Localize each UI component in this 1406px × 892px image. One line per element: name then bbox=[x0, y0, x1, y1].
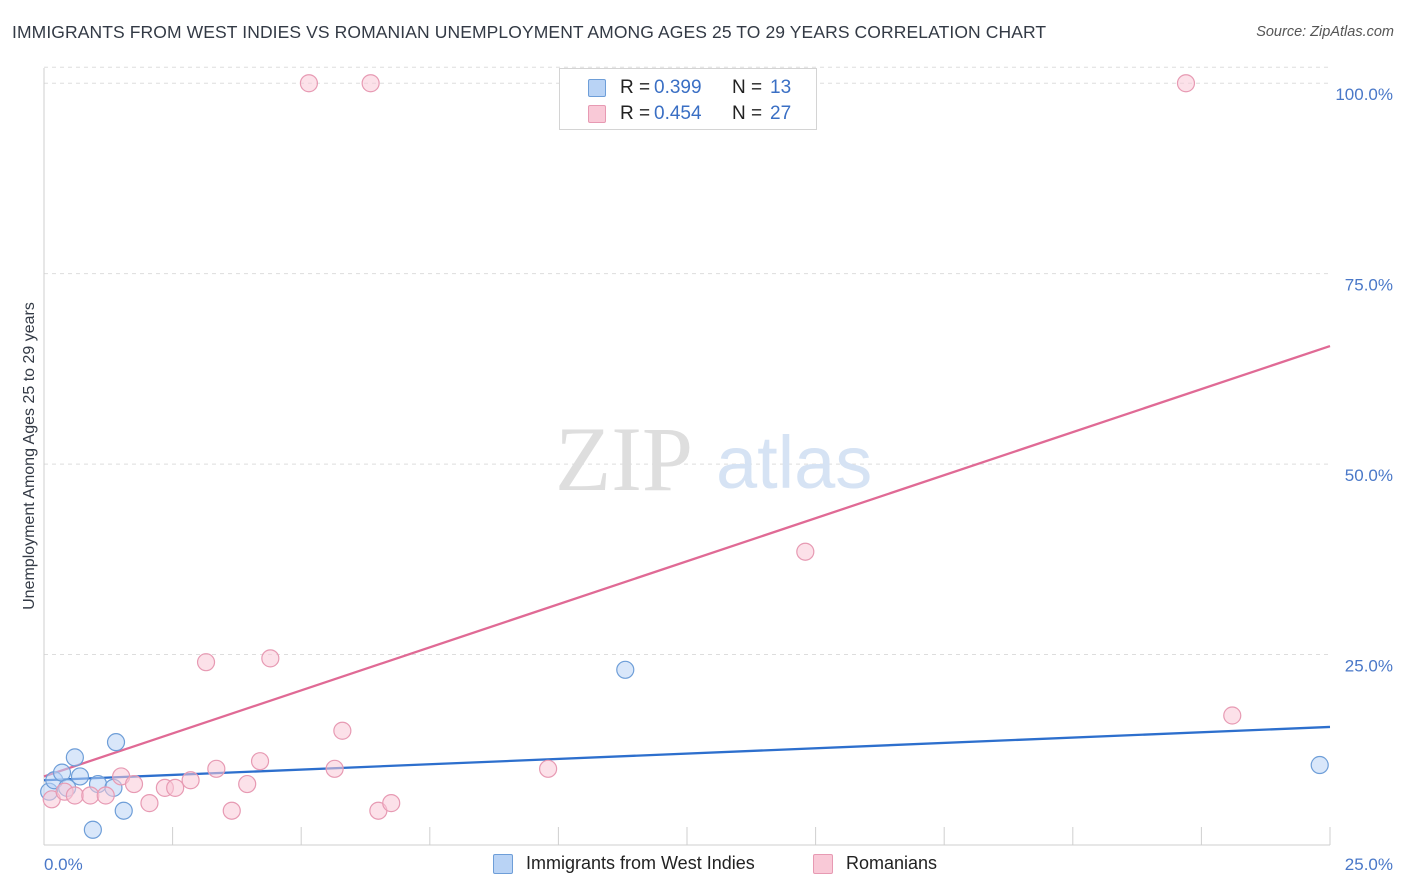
romanians-point bbox=[140, 794, 159, 813]
romanians-point bbox=[207, 759, 226, 778]
west-indies-point bbox=[616, 660, 635, 679]
watermark-zip: ZIP bbox=[555, 408, 693, 510]
romanians-point bbox=[299, 74, 319, 93]
legend-n-value: 27 bbox=[770, 103, 792, 124]
correlation-legend: R = 0.399 N = 13 R = 0.454 N = 27 bbox=[559, 68, 817, 130]
y-tick-label: 50.0% bbox=[1345, 466, 1393, 485]
west-indies-point bbox=[83, 820, 102, 839]
legend-n-label: N = bbox=[732, 103, 763, 124]
y-tick-label: 100.0% bbox=[1335, 85, 1393, 104]
watermark-atlas: atlas bbox=[716, 421, 872, 504]
romanians-point bbox=[166, 778, 185, 797]
gridlines bbox=[44, 66, 1330, 656]
series-legend: Immigrants from West Indies Romanians bbox=[0, 852, 1406, 878]
west-indies-point bbox=[114, 801, 133, 820]
x-tick-label: 0.0% bbox=[44, 855, 83, 874]
west-indies-point bbox=[52, 763, 72, 782]
trend-lines bbox=[43, 344, 1331, 782]
romanians-point bbox=[65, 786, 84, 805]
west-indies-trend-line bbox=[43, 725, 1331, 782]
romanians-point bbox=[382, 794, 401, 813]
romanians-point bbox=[181, 771, 200, 790]
romanians-point bbox=[96, 786, 115, 805]
legend-r-label: R = bbox=[620, 77, 651, 98]
romanians-point bbox=[124, 774, 144, 794]
romanians-trend-line bbox=[43, 344, 1331, 778]
series-swatch-pink bbox=[813, 854, 833, 874]
romanians-point bbox=[1223, 706, 1242, 725]
legend-swatch-blue bbox=[588, 79, 606, 97]
data-points bbox=[40, 74, 1329, 839]
series-legend-label: Romanians bbox=[846, 853, 938, 873]
legend-r-value: 0.454 bbox=[654, 103, 702, 124]
y-tick-label: 75.0% bbox=[1345, 276, 1393, 295]
romanians-point bbox=[222, 801, 241, 820]
chart-title: IMMIGRANTS FROM WEST INDIES VS ROMANIAN … bbox=[12, 22, 1047, 42]
west-indies-point bbox=[1310, 755, 1329, 775]
romanians-point bbox=[196, 653, 216, 672]
romanians-point bbox=[261, 649, 280, 668]
west-indies-point bbox=[65, 748, 84, 767]
series-swatch-blue bbox=[493, 854, 513, 874]
series-legend-label: Immigrants from West Indies bbox=[526, 853, 755, 873]
west-indies-point bbox=[70, 767, 90, 786]
legend-r-label: R = bbox=[620, 103, 651, 124]
tick-labels: 25.0% 50.0% 75.0% 100.0% 0.0% 25.0% bbox=[44, 85, 1393, 874]
watermark: ZIP atlas bbox=[555, 408, 872, 510]
romanians-point bbox=[333, 721, 352, 740]
y-tick-label: 25.0% bbox=[1345, 657, 1393, 676]
romanians-point bbox=[81, 786, 100, 805]
west-indies-point bbox=[106, 733, 126, 752]
legend-n-value: 13 bbox=[770, 77, 792, 98]
romanians-point bbox=[325, 759, 344, 778]
romanians-point bbox=[1176, 74, 1196, 93]
x-tick-label: 25.0% bbox=[1345, 855, 1393, 874]
legend-swatch-pink bbox=[588, 105, 606, 123]
romanians-point bbox=[361, 74, 380, 93]
romanians-point bbox=[238, 774, 257, 794]
legend-r-value: 0.399 bbox=[654, 77, 702, 98]
romanians-point bbox=[539, 759, 558, 778]
axes bbox=[43, 68, 1331, 846]
source-label: Source: ZipAtlas.com bbox=[1256, 24, 1394, 40]
legend-n-label: N = bbox=[732, 77, 763, 98]
romanians-point bbox=[796, 542, 815, 561]
romanians-point bbox=[250, 752, 270, 771]
